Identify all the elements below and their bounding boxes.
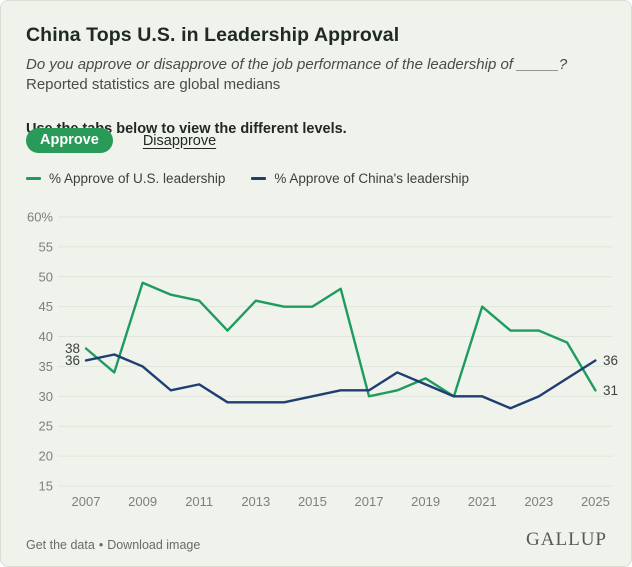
value-label: 36 — [603, 353, 618, 368]
approval-line-chart: 60% 55 50 45 40 35 30 25 20 15 2007 2009 2011 2013 201… — [1, 197, 631, 527]
footer-separator: • — [98, 538, 104, 552]
x-tick-label: 2021 — [468, 494, 497, 509]
survey-question: Do you approve or disapprove of the job … — [26, 56, 568, 73]
value-label: 38 — [65, 341, 80, 356]
x-tick-label: 2013 — [241, 494, 270, 509]
footer-links: Get the data • Download image — [26, 538, 200, 552]
download-image-link[interactable]: Download image — [107, 538, 201, 552]
medians-note: Reported statistics are global medians — [26, 76, 281, 93]
china-series-swatch-icon — [251, 177, 267, 180]
tab-disapprove[interactable]: Disapprove — [142, 132, 217, 149]
x-tick-label: 2015 — [298, 494, 327, 509]
value-label: 31 — [603, 383, 618, 398]
legend-item-us: % Approve of U.S. leadership — [26, 171, 225, 186]
tab-approve[interactable]: Approve — [26, 128, 113, 153]
value-label: 36 — [65, 353, 80, 368]
y-tick-label: 35 — [39, 359, 53, 374]
legend-item-china: % Approve of China's leadership — [251, 171, 469, 186]
x-tick-label: 2023 — [524, 494, 553, 509]
get-the-data-link[interactable]: Get the data — [26, 538, 95, 552]
y-tick-label: 55 — [39, 239, 53, 254]
y-tick-label: 20 — [39, 449, 53, 464]
x-tick-label: 2007 — [72, 494, 101, 509]
x-tick-label: 2019 — [411, 494, 440, 509]
x-tick-label: 2017 — [355, 494, 384, 509]
x-tick-label: 2025 — [581, 494, 610, 509]
y-tick-label: 15 — [39, 479, 53, 494]
level-tabs: Approve Disapprove — [26, 128, 216, 153]
x-tick-label: 2011 — [185, 494, 213, 509]
y-tick-label: 50 — [39, 269, 53, 284]
y-tick-label: 25 — [39, 419, 53, 434]
y-tick-label: 60% — [27, 210, 53, 225]
legend-label-china: % Approve of China's leadership — [274, 171, 470, 186]
china-approval-line — [84, 353, 597, 410]
x-tick-label: 2009 — [128, 494, 157, 509]
us-series-swatch-icon — [26, 177, 41, 180]
chart-legend: % Approve of U.S. leadership % Approve o… — [26, 171, 469, 186]
y-tick-label: 45 — [39, 299, 53, 314]
legend-label-us: % Approve of U.S. leadership — [49, 171, 226, 186]
gallup-logo: GALLUP — [526, 529, 607, 550]
page-title: China Tops U.S. in Leadership Approval — [26, 24, 400, 47]
y-tick-label: 40 — [39, 329, 53, 344]
y-tick-label: 30 — [39, 389, 53, 404]
us-approval-line — [84, 281, 597, 398]
